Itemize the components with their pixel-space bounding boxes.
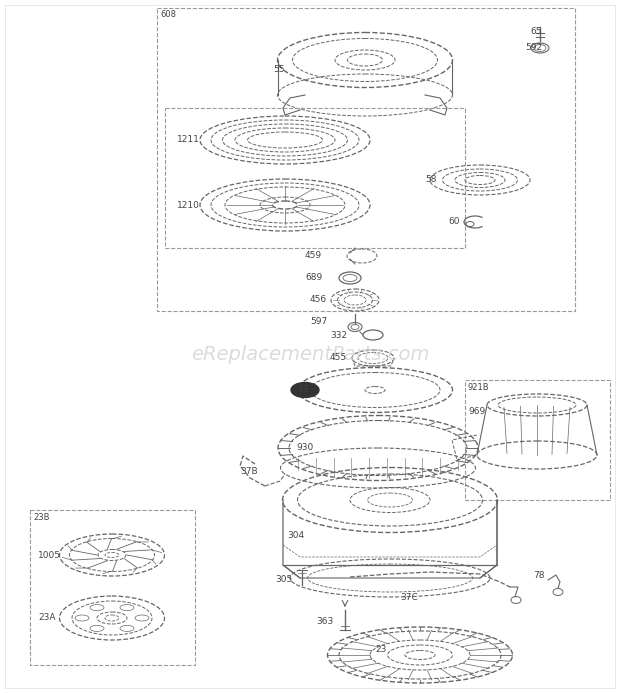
- Text: 597: 597: [310, 317, 327, 326]
- Text: 930: 930: [296, 444, 313, 453]
- Text: 23B: 23B: [33, 513, 50, 522]
- Text: 37C: 37C: [400, 593, 418, 602]
- Text: 363: 363: [316, 617, 334, 626]
- Text: 456: 456: [310, 295, 327, 304]
- Text: 23: 23: [375, 645, 386, 654]
- Ellipse shape: [291, 383, 319, 398]
- Text: 921B: 921B: [468, 383, 490, 392]
- Bar: [30, 510, 195, 665]
- Text: eReplacementParts.com: eReplacementParts.com: [191, 346, 429, 365]
- Text: 58: 58: [425, 175, 436, 184]
- Bar: [465, 380, 610, 500]
- Bar: [157, 8, 575, 311]
- Text: 459: 459: [305, 252, 322, 261]
- Text: 55: 55: [273, 66, 285, 75]
- Text: 305: 305: [275, 575, 292, 584]
- Text: 23A: 23A: [38, 613, 56, 622]
- Text: 78: 78: [533, 570, 544, 579]
- Text: 592: 592: [525, 44, 542, 53]
- Text: 73: 73: [297, 385, 309, 394]
- Text: 455: 455: [330, 353, 347, 362]
- Text: 1211: 1211: [177, 136, 200, 145]
- Text: 689: 689: [305, 274, 322, 283]
- Text: 969: 969: [468, 407, 485, 416]
- Text: 37B: 37B: [240, 466, 258, 475]
- Text: 60: 60: [448, 218, 459, 227]
- Text: 65: 65: [530, 28, 541, 37]
- Text: 332: 332: [330, 331, 347, 340]
- Text: 608: 608: [160, 10, 176, 19]
- Bar: [165, 108, 465, 248]
- Text: 304: 304: [287, 531, 304, 539]
- Text: 1005: 1005: [38, 550, 61, 559]
- Text: 1210: 1210: [177, 200, 200, 209]
